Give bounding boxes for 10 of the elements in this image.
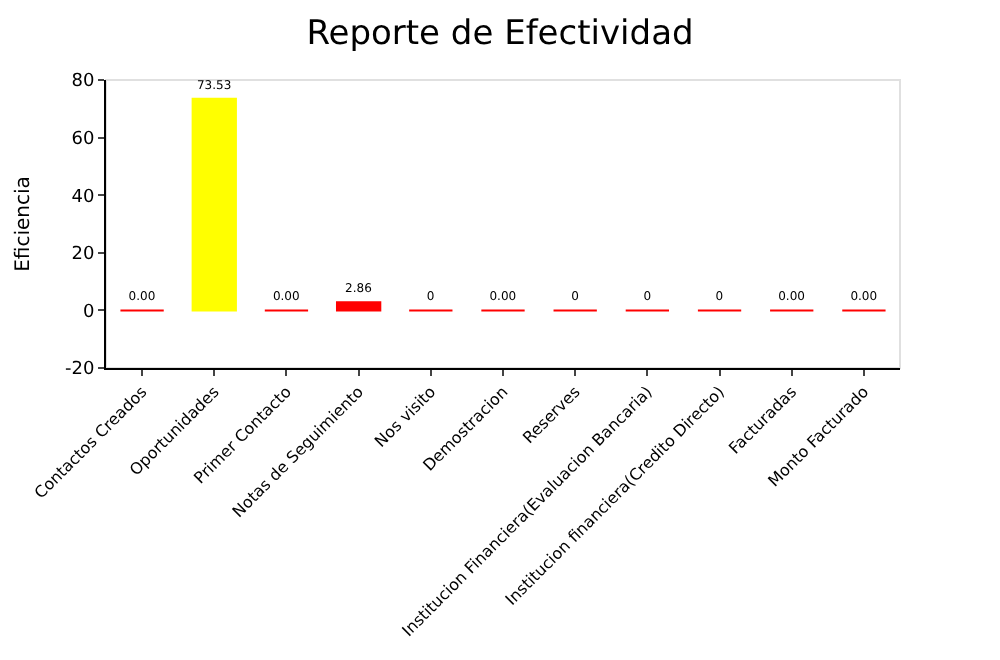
y-tick-label: -20: [64, 360, 95, 381]
y-tick-label: 80: [71, 72, 95, 93]
y-axis-title: Eficiencia: [12, 176, 35, 272]
bar: [335, 301, 382, 312]
bar: [191, 97, 237, 312]
chart-title: Reporte de Efectividad: [306, 13, 694, 54]
y-tick-label: 0: [82, 302, 95, 323]
y-tick-label: 60: [71, 129, 95, 150]
y-tick-label: 40: [71, 187, 95, 208]
y-tick-label: 20: [71, 245, 95, 266]
